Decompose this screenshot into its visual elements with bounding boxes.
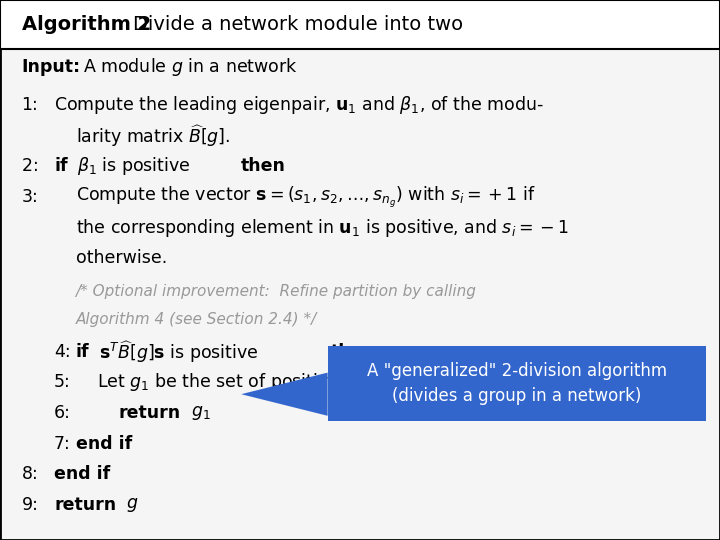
Text: 2:: 2: bbox=[22, 157, 44, 176]
Text: 9:: 9: bbox=[22, 496, 38, 514]
Text: end if: end if bbox=[76, 435, 132, 453]
Text: A module $g$ in a network: A module $g$ in a network bbox=[83, 57, 297, 78]
Text: 7:: 7: bbox=[54, 435, 71, 453]
Text: if: if bbox=[54, 157, 68, 176]
Text: $g_1$: $g_1$ bbox=[191, 404, 210, 422]
Text: Input:: Input: bbox=[22, 58, 81, 77]
Polygon shape bbox=[241, 373, 328, 416]
Text: then: then bbox=[331, 343, 376, 361]
Text: the corresponding element in $\mathbf{u}_1$ is positive, and $s_i = -1$: the corresponding element in $\mathbf{u}… bbox=[76, 217, 569, 239]
Text: then: then bbox=[241, 157, 286, 176]
Text: return: return bbox=[119, 404, 181, 422]
Text: Compute the leading eigenpair, $\mathbf{u}_1$ and $\beta_1$, of the modu-: Compute the leading eigenpair, $\mathbf{… bbox=[54, 94, 544, 116]
Text: Algorithm 4 (see Section 2.4) */: Algorithm 4 (see Section 2.4) */ bbox=[76, 312, 317, 327]
Text: $\beta_1$ is positive: $\beta_1$ is positive bbox=[77, 156, 191, 177]
Text: 3:: 3: bbox=[22, 188, 38, 206]
FancyBboxPatch shape bbox=[328, 346, 706, 421]
Text: 1:: 1: bbox=[22, 96, 38, 114]
FancyBboxPatch shape bbox=[0, 0, 720, 49]
Text: 8:: 8: bbox=[22, 465, 38, 483]
Text: $g$: $g$ bbox=[126, 496, 138, 514]
Text: end if: end if bbox=[54, 465, 110, 483]
Text: larity matrix $\widehat{B}[g]$.: larity matrix $\widehat{B}[g]$. bbox=[76, 123, 230, 149]
Text: A "generalized" 2-division algorithm
(divides a group in a network): A "generalized" 2-division algorithm (di… bbox=[366, 362, 667, 405]
Text: Let $g_1$ be the set of positive indices in $\mathbf{s}$.: Let $g_1$ be the set of positive indices… bbox=[97, 372, 448, 393]
Text: /* Optional improvement:  Refine partition by calling: /* Optional improvement: Refine partitio… bbox=[76, 284, 477, 299]
Text: otherwise.: otherwise. bbox=[76, 249, 167, 267]
Text: 6:: 6: bbox=[54, 404, 71, 422]
Text: Divide a network module into two: Divide a network module into two bbox=[133, 15, 464, 34]
Text: 5:: 5: bbox=[54, 373, 71, 392]
Text: $\mathbf{s}^T \widehat{B}[g]\mathbf{s}$ is positive: $\mathbf{s}^T \widehat{B}[g]\mathbf{s}$ … bbox=[99, 339, 258, 365]
Text: if: if bbox=[76, 343, 89, 361]
Text: 4:: 4: bbox=[54, 343, 71, 361]
Text: return: return bbox=[54, 496, 116, 514]
Text: Algorithm 2: Algorithm 2 bbox=[22, 15, 151, 34]
Text: Compute the vector $\mathbf{s} = (s_1, s_2, \ldots, s_{n_g})$ with $s_i = +1$ if: Compute the vector $\mathbf{s} = (s_1, s… bbox=[76, 185, 535, 210]
